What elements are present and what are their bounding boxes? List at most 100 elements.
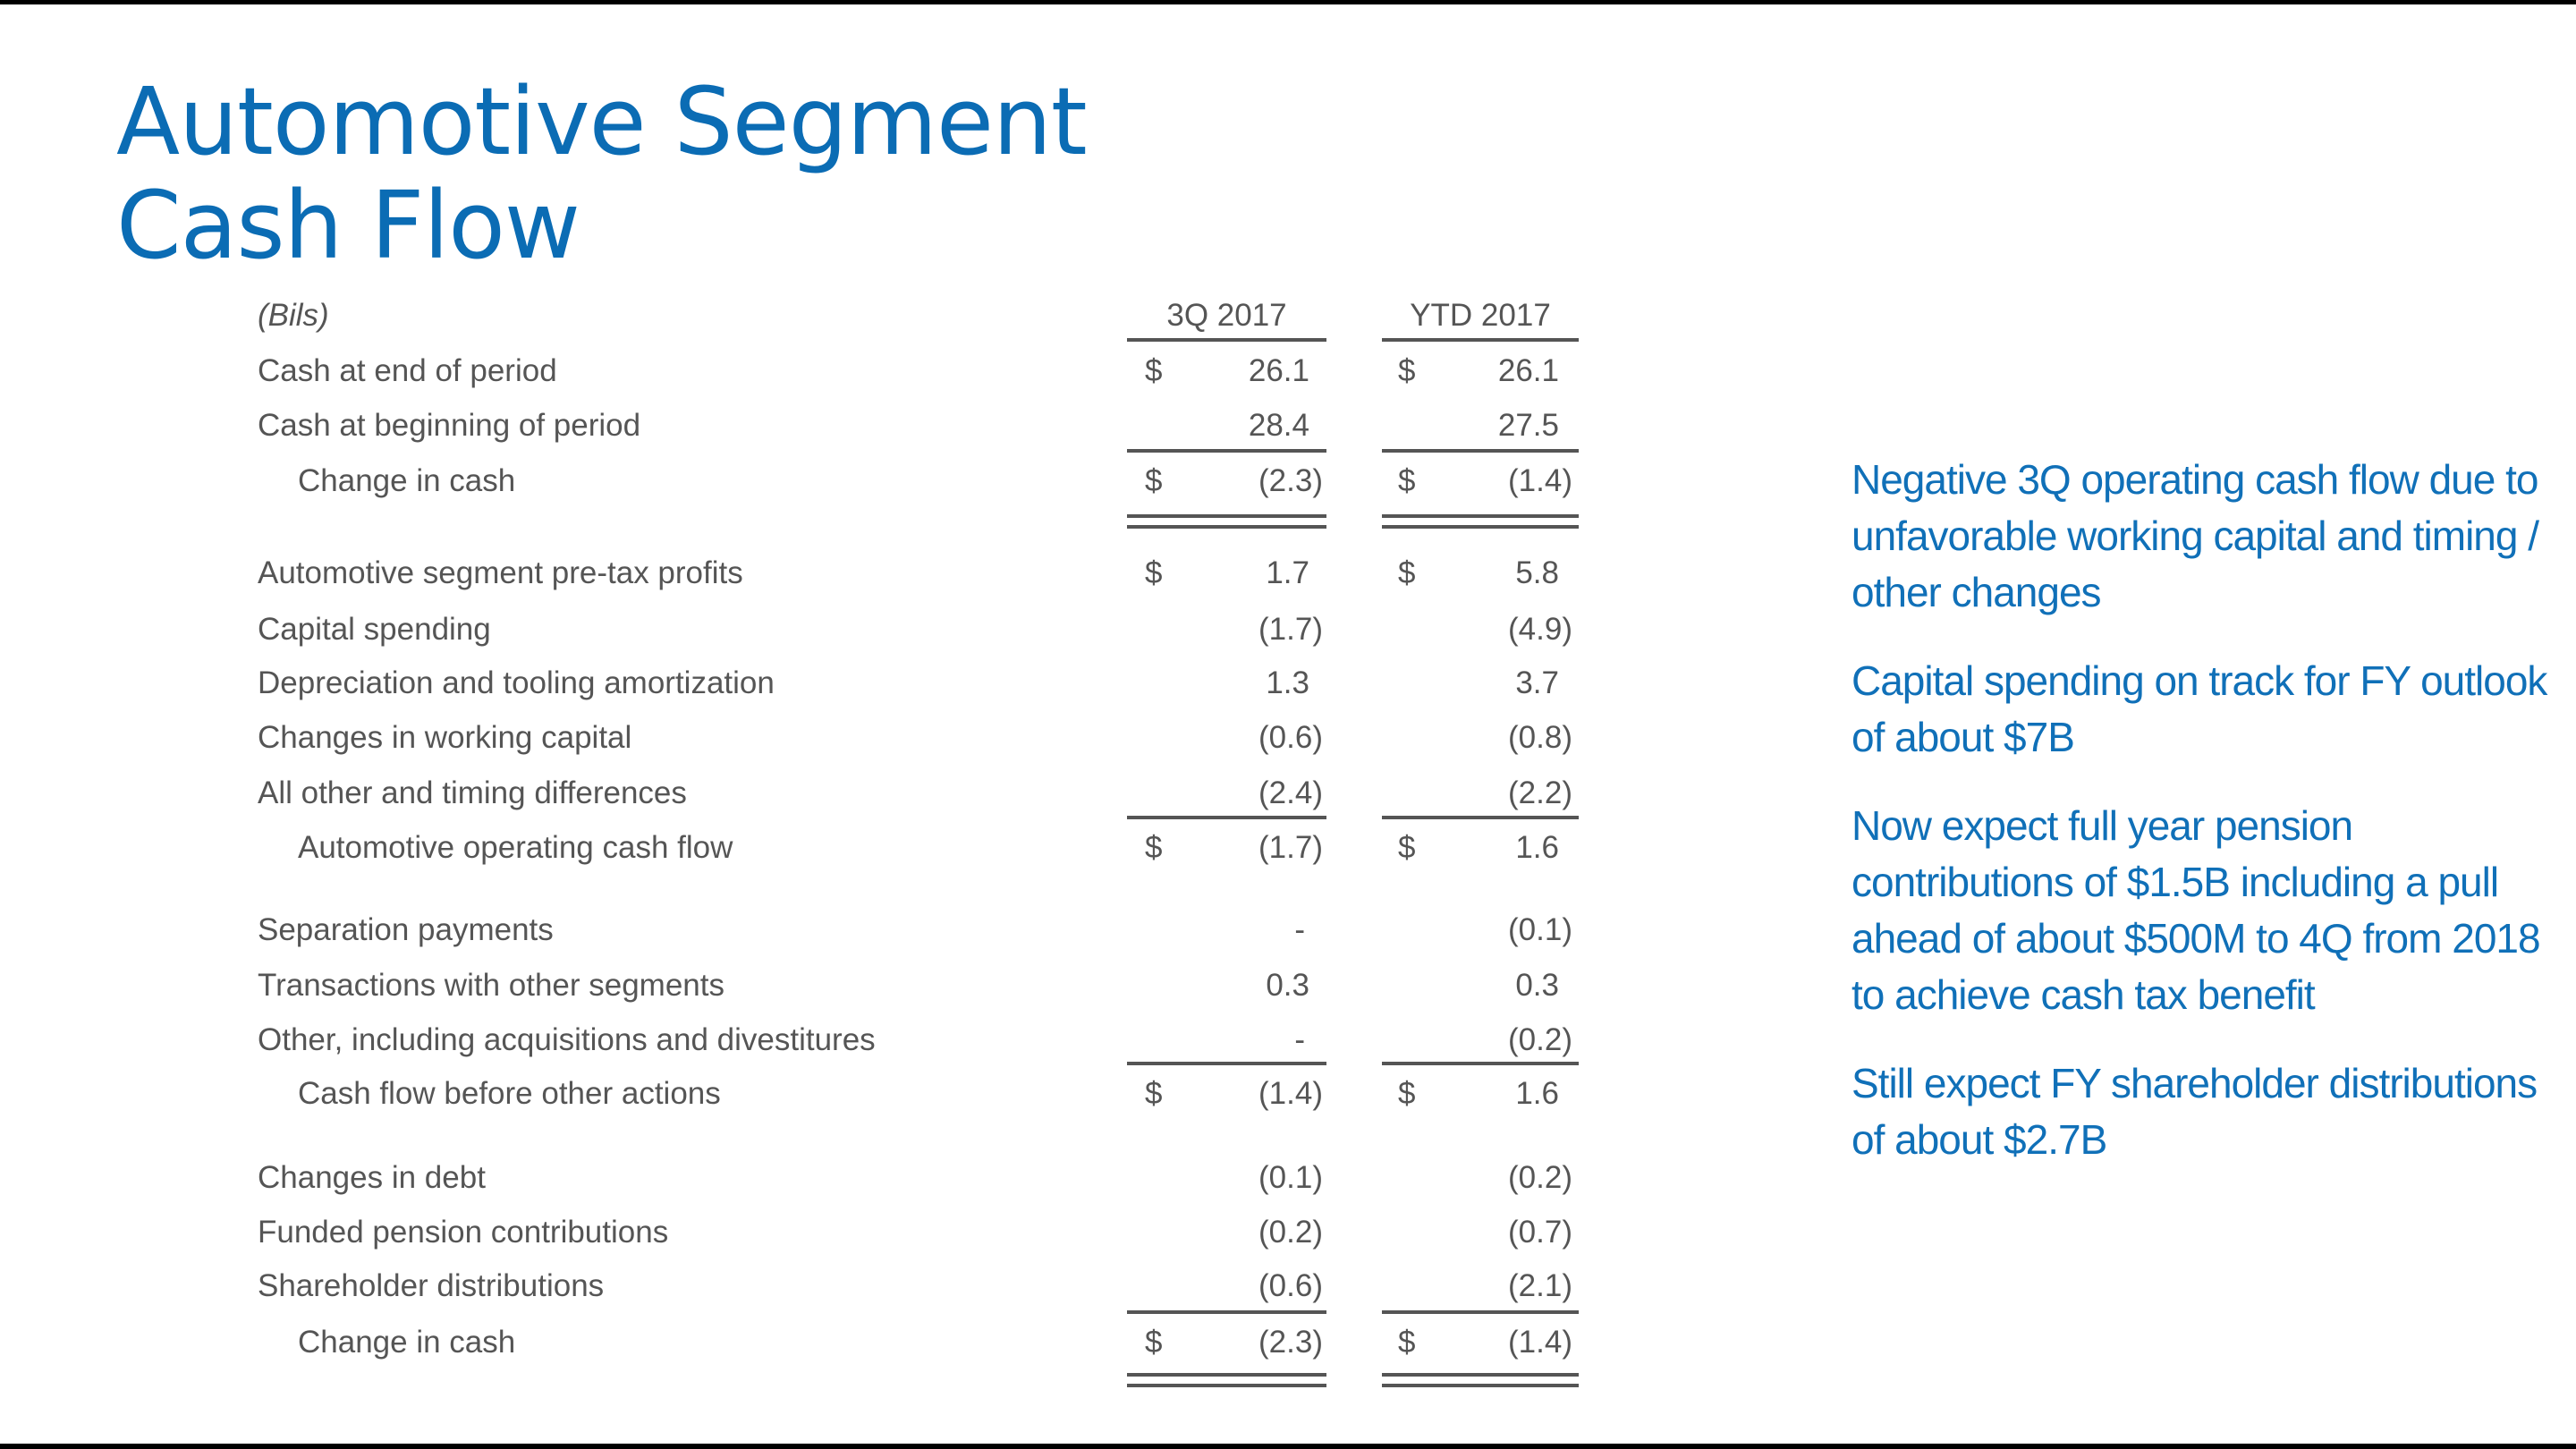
- currency-symbol: $: [1398, 1325, 1416, 1360]
- row-label: Change in cash: [298, 463, 516, 498]
- currency-symbol: $: [1398, 1076, 1416, 1111]
- cell-value: (0.1): [1508, 912, 1572, 947]
- row-label: Changes in debt: [258, 1160, 486, 1195]
- table-row: Change in cash $ (2.3) $ (1.4): [0, 1320, 2576, 1365]
- table-row: Depreciation and tooling amortization 1.3…: [0, 661, 2576, 706]
- rule-line: [1382, 338, 1579, 342]
- currency-symbol: $: [1398, 830, 1416, 865]
- row-label: All other and timing differences: [258, 775, 687, 810]
- column-header-3q: 3Q 2017: [1166, 298, 1287, 333]
- currency-symbol: $: [1398, 463, 1416, 498]
- cell-value: 0.3: [1266, 968, 1309, 1003]
- table-row: Cash at beginning of period 28.4 27.5: [0, 403, 2576, 448]
- row-label: Funded pension contributions: [258, 1215, 669, 1250]
- row-label: Changes in working capital: [258, 720, 632, 755]
- row-label: Cash at end of period: [258, 353, 557, 388]
- currency-symbol: $: [1398, 353, 1416, 388]
- row-label: Cash at beginning of period: [258, 408, 641, 443]
- rule-line: [1127, 338, 1326, 342]
- cell-value: (0.2): [1258, 1215, 1323, 1250]
- table-row: Automotive operating cash flow $ (1.7) $1.6: [0, 826, 2576, 870]
- table-row: Cash flow before other actions $ (1.4) $1.6: [0, 1072, 2576, 1116]
- top-border: [0, 0, 2576, 4]
- row-label: Separation payments: [258, 912, 554, 947]
- table-row: Changes in working capital (0.6) (0.8): [0, 716, 2576, 760]
- title-line-2: Cash Flow: [116, 171, 580, 280]
- title-line-1: Automotive Segment: [116, 67, 1088, 176]
- table-row: Shareholder distributions (0.6) (2.1): [0, 1264, 2576, 1309]
- cell-value: (1.7): [1258, 612, 1323, 647]
- currency-symbol: $: [1145, 1076, 1163, 1111]
- rule-line: [1382, 525, 1579, 529]
- cell-value: (0.6): [1258, 1268, 1323, 1303]
- table-row: Other, including acquisitions and divest…: [0, 1018, 2576, 1063]
- cell-value: 27.5: [1497, 408, 1559, 443]
- note-item: Now expect full year pension contributio…: [1852, 802, 2541, 1018]
- cell-value: (0.2): [1508, 1160, 1572, 1195]
- bottom-border: [0, 1444, 2576, 1449]
- cell-value: (1.4): [1508, 1325, 1572, 1360]
- table-row: Funded pension contributions (0.2) (0.7): [0, 1210, 2576, 1255]
- currency-symbol: $: [1398, 555, 1416, 590]
- rule-line: [1382, 816, 1579, 819]
- table-header: (Bils) 3Q 2017 YTD 2017: [0, 293, 2576, 338]
- page-title: Automotive Segment Cash Flow: [116, 67, 1088, 280]
- rule-line: [1127, 514, 1326, 518]
- currency-symbol: $: [1145, 555, 1163, 590]
- rule-line: [1127, 1384, 1326, 1387]
- rule-line: [1382, 1062, 1579, 1065]
- cell-value: 5.8: [1515, 555, 1559, 590]
- table-row: Separation payments - (0.1): [0, 908, 2576, 953]
- row-label: Depreciation and tooling amortization: [258, 665, 775, 700]
- currency-symbol: $: [1145, 830, 1163, 865]
- cell-value: -: [1294, 1022, 1305, 1057]
- cell-value: 1.7: [1266, 555, 1309, 590]
- rule-line: [1127, 1310, 1326, 1314]
- cell-value: 1.3: [1266, 665, 1309, 700]
- currency-symbol: $: [1145, 353, 1163, 388]
- cell-value: (1.4): [1258, 1076, 1323, 1111]
- note-item: Negative 3Q operating cash flow due to u…: [1852, 456, 2539, 615]
- cell-value: 3.7: [1515, 665, 1559, 700]
- table-row: Capital spending (1.7) (4.9): [0, 607, 2576, 652]
- row-label: Automotive operating cash flow: [298, 830, 733, 865]
- rule-line: [1127, 816, 1326, 819]
- cell-value: 1.6: [1515, 1076, 1559, 1111]
- row-label: Cash flow before other actions: [298, 1076, 721, 1111]
- row-label: Other, including acquisitions and divest…: [258, 1022, 876, 1057]
- cell-value: (1.7): [1258, 830, 1323, 865]
- rule-line: [1382, 449, 1579, 453]
- cell-value: (4.9): [1508, 612, 1572, 647]
- cell-value: -: [1294, 912, 1305, 947]
- rule-line: [1127, 1373, 1326, 1377]
- cell-value: 28.4: [1248, 408, 1309, 443]
- row-label: Transactions with other segments: [258, 968, 724, 1003]
- rule-line: [1382, 1310, 1579, 1314]
- currency-symbol: $: [1145, 1325, 1163, 1360]
- table-row: Automotive segment pre-tax profits $1.7 $5…: [0, 551, 2576, 596]
- cell-value: (0.1): [1258, 1160, 1323, 1195]
- rule-line: [1127, 449, 1326, 453]
- table-row: All other and timing differences (2.4) (2.…: [0, 771, 2576, 816]
- cell-value: (2.2): [1508, 775, 1572, 810]
- cell-value: (1.4): [1508, 463, 1572, 498]
- table-row: Transactions with other segments 0.3 0.3: [0, 963, 2576, 1008]
- cell-value: (0.6): [1258, 720, 1323, 755]
- table-row: Changes in debt (0.1) (0.2): [0, 1156, 2576, 1200]
- rule-line: [1382, 1373, 1579, 1377]
- cell-value: 1.6: [1515, 830, 1559, 865]
- cell-value: 26.1: [1497, 353, 1559, 388]
- rule-line: [1382, 1384, 1579, 1387]
- cell-value: (0.7): [1508, 1215, 1572, 1250]
- row-label: Change in cash: [298, 1325, 516, 1360]
- note-item: Still expect FY shareholder distribution…: [1852, 1060, 2538, 1163]
- cell-value: (2.1): [1508, 1268, 1572, 1303]
- rule-line: [1382, 514, 1579, 518]
- commentary: Negative 3Q operating cash flow due to u…: [1852, 452, 2549, 1200]
- cell-value: (2.3): [1258, 463, 1323, 498]
- currency-symbol: $: [1145, 463, 1163, 498]
- rule-line: [1127, 1062, 1326, 1065]
- note-item: Capital spending on track for FY outlook…: [1852, 657, 2547, 760]
- cell-value: 26.1: [1248, 353, 1309, 388]
- row-label: Automotive segment pre-tax profits: [258, 555, 743, 590]
